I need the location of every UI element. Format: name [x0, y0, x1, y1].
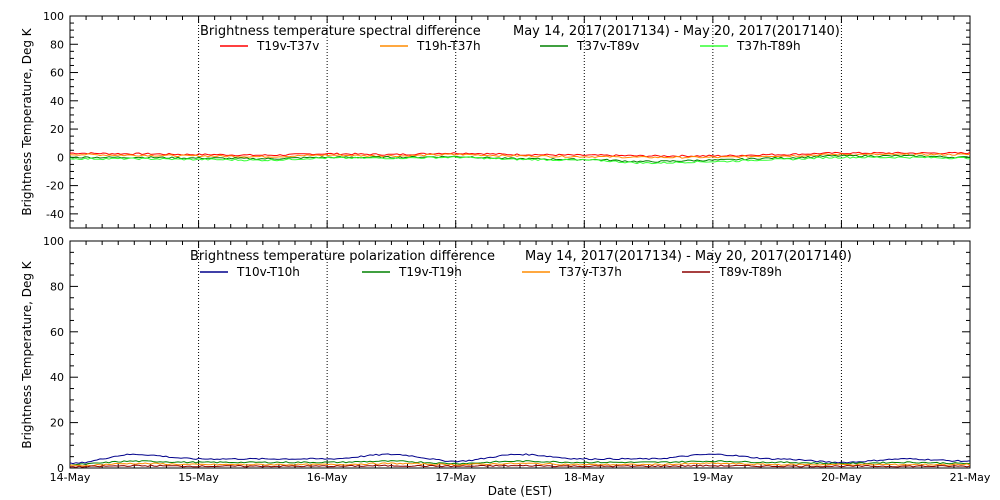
- polarization-series-line-t19v-t19h: [69, 460, 971, 466]
- spectral-y-tick-label: 40: [50, 95, 64, 108]
- spectral-legend-label: T19v-T37v: [256, 39, 319, 53]
- polarization-x-tick-label: 17-May: [435, 471, 476, 484]
- x-axis-label: Date (EST): [488, 484, 552, 498]
- spectral-legend-label: T19h-T37h: [416, 39, 481, 53]
- spectral-y-tick-label: 20: [50, 123, 64, 136]
- spectral-y-tick-label: 60: [50, 67, 64, 80]
- polarization-x-tick-label: 14-May: [50, 471, 91, 484]
- polarization-x-tick-label: 20-May: [821, 471, 862, 484]
- polarization-plot-frame: [69, 240, 971, 469]
- polarization-y-tick-label: 80: [50, 280, 64, 293]
- spectral-y-tick-label: -20: [46, 180, 64, 193]
- polarization-panel-title: Brightness temperature polarization diff…: [190, 249, 495, 264]
- polarization-series-line-t10v-t10h: [69, 453, 971, 465]
- polarization-series-line-t89v-t89h: [69, 464, 971, 468]
- spectral-y-tick-label: 100: [43, 10, 64, 23]
- polarization-legend-label: T89v-T89h: [718, 265, 782, 279]
- spectral-series-line-t37h-t89h: [69, 156, 971, 165]
- polarization-panel: Brightness temperature polarization diff…: [20, 240, 971, 498]
- polarization-y-tick-label: 0: [57, 462, 64, 475]
- spectral-y-axis-label: Brightness Temperature, Deg K: [20, 27, 34, 215]
- spectral-panel-title: Brightness temperature spectral differen…: [200, 24, 481, 39]
- polarization-panel-date-range: May 14, 2017(2017134) - May 20, 2017(201…: [525, 249, 852, 264]
- polarization-y-tick-label: 20: [50, 417, 64, 430]
- polarization-y-tick-label: 40: [50, 371, 64, 384]
- polarization-x-tick-label: 21-May: [950, 471, 991, 484]
- chart-marks: -40 -20 0 20 40 60 80 100 T19v-T37v T19h-T37h T37v…: [43, 10, 991, 484]
- polarization-y-tick-label: 100: [43, 235, 64, 248]
- spectral-series-line-t19h-t37h: [69, 153, 971, 159]
- spectral-y-tick-label: 0: [57, 151, 64, 164]
- polarization-legend-label: T37v-T37h: [558, 265, 622, 279]
- polarization-x-tick-label: 16-May: [307, 471, 348, 484]
- polarization-y-axis-label: Brightness Temperature, Deg K: [20, 260, 34, 448]
- spectral-y-tick-label: -40: [46, 208, 64, 221]
- polarization-x-tick-label: 15-May: [178, 471, 219, 484]
- spectral-y-tick-label: 80: [50, 38, 64, 51]
- spectral-legend-label: T37h-T89h: [736, 39, 801, 53]
- spectral-legend-label: T37v-T89v: [576, 39, 639, 53]
- spectral-plot-frame: [69, 15, 971, 229]
- polarization-legend-label: T10v-T10h: [236, 265, 300, 279]
- polarization-x-tick-label: 18-May: [564, 471, 605, 484]
- polarization-series-line-t37v-t37h: [69, 462, 971, 467]
- polarization-y-tick-label: 60: [50, 326, 64, 339]
- polarization-x-tick-label: 19-May: [692, 471, 733, 484]
- spectral-marks-group: -40 -20 0 20 40 60 80 100 T19v-T37v T19h-T37h T37v…: [43, 10, 971, 229]
- polarization-marks-group: 0 20 40 60 80 100 14-May 15-May 16-May 17-May 18-M…: [43, 235, 991, 484]
- spectral-panel-date-range: May 14, 2017(2017134) - May 20, 2017(201…: [513, 24, 840, 39]
- spectral-panel: Brightness temperature spectral differen…: [20, 15, 971, 229]
- polarization-legend-label: T19v-T19h: [398, 265, 462, 279]
